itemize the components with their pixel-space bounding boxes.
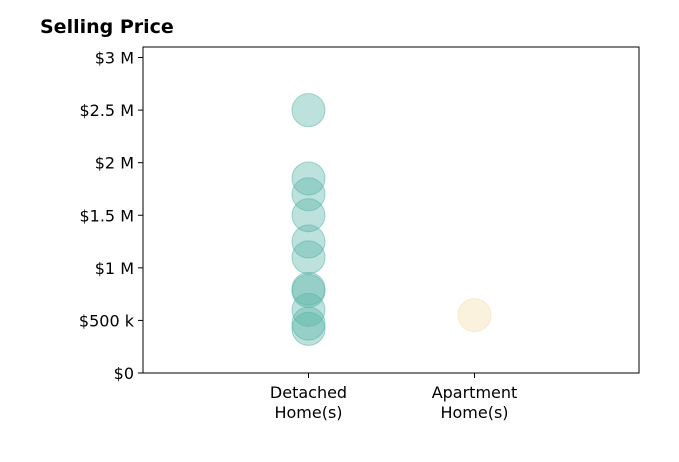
chart-title: Selling Price: [40, 16, 174, 38]
y-tick-label: $1 M: [95, 259, 134, 278]
x-tick-label: Apartment Home(s): [432, 383, 518, 422]
y-tick-label: $3 M: [95, 49, 134, 68]
scatter-point: [291, 306, 326, 341]
y-tick-label: $500 k: [79, 311, 135, 330]
scatter-point: [291, 177, 326, 212]
x-tick-label: Detached Home(s): [270, 383, 347, 422]
y-tick-label: $2.5 M: [79, 101, 134, 120]
scatter-point: [291, 161, 326, 196]
scatter-point: [291, 93, 326, 128]
plot-frame: [142, 46, 640, 374]
scatter-point: [291, 240, 326, 275]
y-tick-label: $2 M: [95, 154, 134, 173]
y-tick-label: $0: [114, 364, 134, 383]
scatter-point: [291, 311, 326, 346]
scatter-point: [291, 292, 326, 327]
scatter-point: [291, 198, 326, 233]
scatter-point: [457, 298, 492, 333]
y-tick-label: $1.5 M: [79, 206, 134, 225]
scatter-point: [291, 224, 326, 259]
